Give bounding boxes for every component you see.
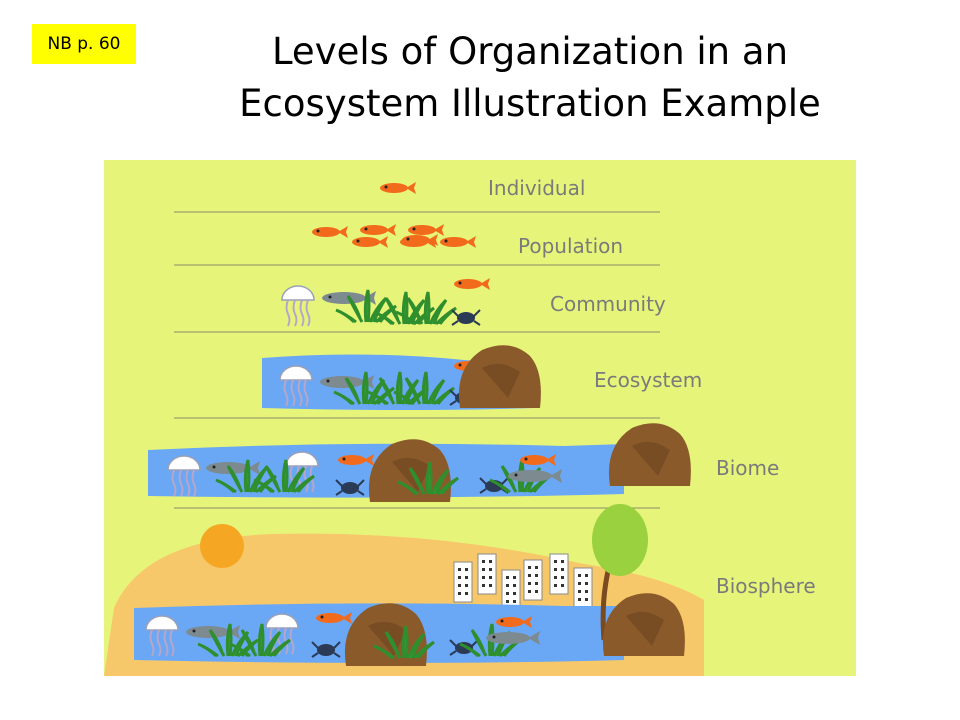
community-organisms (281, 278, 490, 327)
level-label-individual: Individual (488, 176, 586, 200)
title-line-1: Levels of Organization in an (271, 30, 789, 73)
level-label-biosphere: Biosphere (716, 574, 816, 598)
ecosystem-illustration: Individual Population Community Ecosyste… (104, 160, 856, 676)
level-label-biome: Biome (716, 456, 780, 480)
illustration-drawing (104, 182, 704, 676)
population-fish-group (312, 224, 476, 248)
biosphere-scene (104, 504, 704, 676)
ecosystem-scene (262, 345, 541, 410)
notebook-page-tag: NB p. 60 (32, 24, 136, 64)
level-label-population: Population (518, 234, 624, 258)
level-label-ecosystem: Ecosystem (594, 368, 703, 392)
biome-scene (148, 423, 691, 502)
title-line-2: Ecosystem Illustration Example (239, 82, 821, 125)
individual-fish (380, 182, 416, 194)
slide-title: Levels of Organization in an Ecosystem I… (190, 26, 870, 130)
level-label-community: Community (550, 292, 666, 316)
